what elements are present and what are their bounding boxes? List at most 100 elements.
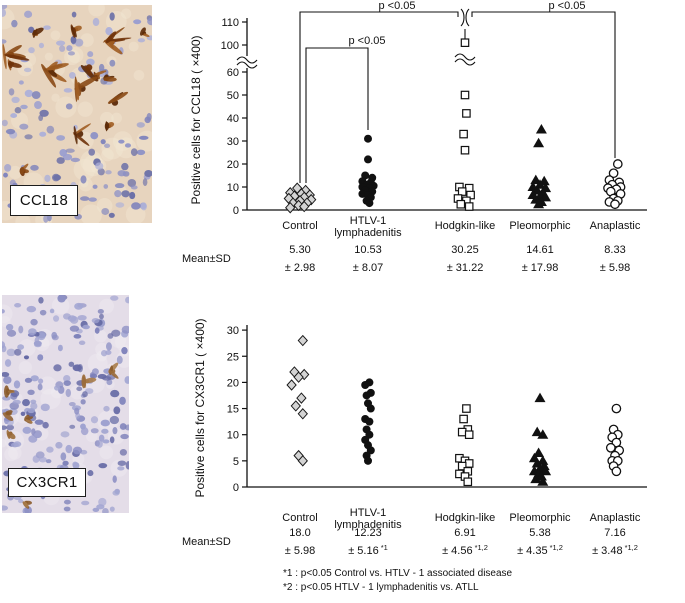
y-tick-label: 25 [227,351,239,363]
cell-nucleus [90,428,99,434]
cell-nucleus [3,376,12,384]
stain-dendrite [32,27,44,36]
cell-nucleus [24,10,33,18]
cell-nucleus [80,399,86,405]
cell-nucleus [23,355,30,360]
ccl18-micrograph-panel: CCL18 [2,5,152,223]
cell-nucleus [5,128,16,135]
cell-nucleus [37,354,44,361]
mean-value: 6.91 [454,527,475,539]
sd-value: ± 4.56 *1,2 [442,543,488,557]
cell-nucleus [127,178,137,188]
cell-nucleus [39,131,47,137]
data-point-triangle-filled [537,455,549,465]
data-point-circle-open [611,403,622,414]
cell-nucleus [33,340,42,347]
data-point-circle-filled [365,417,374,426]
data-point-diamond-open [290,400,301,412]
cell-nucleus [49,308,55,314]
cell-nucleus [131,202,141,210]
cell-nucleus [96,504,105,510]
cell-nucleus [100,139,106,145]
cell-nucleus [60,452,67,461]
ccl18-micrograph-image [2,5,152,223]
cell-nucleus [98,63,105,72]
category-label: Hodgkin-like [435,220,496,232]
cell-nucleus [63,374,71,383]
cytoplasm-blob [8,165,22,180]
cell-nucleus [59,45,66,52]
cell-nucleus [90,131,99,140]
cell-nucleus [78,340,86,345]
axis-break-squiggle [236,56,258,64]
cell-nucleus [27,389,35,396]
cell-nucleus [90,373,98,379]
data-point-circle-filled [364,155,372,164]
cell-nucleus [30,399,37,404]
axis-break-squiggle [236,61,258,69]
cell-nucleus [98,497,107,507]
cell-nucleus [129,191,136,200]
data-point-square-open [457,427,467,437]
y-tick-label: 110 [221,17,239,29]
cell-nucleus [91,317,100,324]
cytoplasm-blob [2,304,13,324]
stain-dendrite [41,63,57,88]
cell-nucleus [46,125,55,134]
cell-nucleus [115,202,125,208]
cell-nucleus [112,490,120,496]
cell-nucleus [33,432,41,438]
data-point-circle-open [608,168,619,179]
cell-nucleus [110,295,119,301]
cell-nucleus [109,415,120,425]
cell-nucleus [102,439,110,444]
cell-nucleus [103,184,109,189]
cell-nucleus [112,475,117,483]
cell-nucleus [66,45,73,52]
cell-nucleus [137,38,146,43]
cell-nucleus [90,416,99,424]
category-label-line1: HTLV-1 [350,215,386,227]
data-point-square-open [463,477,473,487]
mean-value: 5.38 [529,527,550,539]
cell-nucleus [116,355,123,365]
data-point-triangle-filled [530,473,542,484]
sd-value: ± 4.35 *1,2 [517,543,563,557]
cell-nucleus [2,309,5,314]
cytoplasm-blob [100,111,114,126]
cell-nucleus [27,407,36,414]
cell-nucleus [19,123,29,130]
cell-nucleus [53,174,62,181]
sd-value: ± 5.98 [600,262,631,274]
cell-nucleus [88,148,96,156]
cell-nucleus [114,183,125,189]
stain-dendrite [104,121,110,131]
cell-nucleus [101,428,109,434]
data-point-square-open [464,202,474,211]
cell-nucleus [56,157,65,164]
cell-nucleus [70,36,77,44]
cell-nucleus [76,386,83,392]
cell-nucleus [68,361,75,367]
stain-dendrite [103,76,117,82]
cell-nucleus [112,426,118,435]
cell-nucleus [65,103,73,110]
cell-nucleus [37,383,43,391]
data-point-square-open [464,459,474,468]
cell-nucleus [56,135,66,141]
cell-nucleus [6,329,17,337]
cell-nucleus [117,466,125,471]
stain-dendrite [47,68,58,77]
data-point-square-open [460,38,470,48]
mean-value: 18.0 [289,527,310,539]
data-point-triangle-filled [535,124,547,134]
cell-nucleus [99,313,104,320]
y-tick-label: 15 [227,404,239,416]
cell-nucleus [110,389,120,398]
data-point-circle-open [612,159,623,169]
cell-nucleus [59,148,67,157]
cell-nucleus [100,419,111,427]
cell-nucleus [119,449,128,456]
data-point-circle-filled [364,134,372,143]
data-point-triangle-filled [537,476,549,486]
